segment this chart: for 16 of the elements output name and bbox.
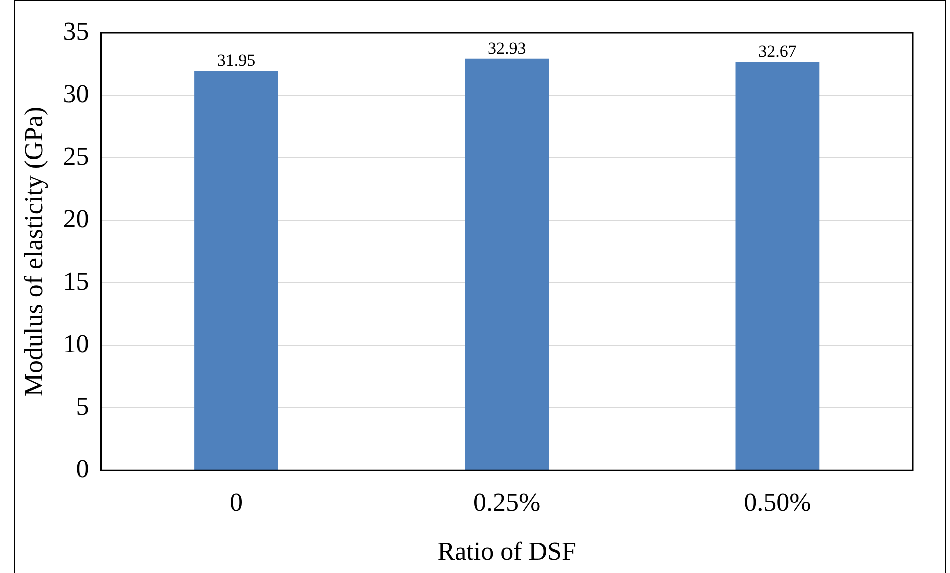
x-axis-title: Ratio of DSF (438, 537, 576, 566)
y-tick-label: 30 (63, 79, 90, 108)
x-tick-label: 0.25% (474, 488, 541, 518)
y-axis-title: Modulus of elasticity (GPa) (19, 107, 48, 397)
x-tick-label: 0 (230, 488, 243, 518)
data-label: 32.93 (488, 38, 526, 58)
y-tick-label: 20 (63, 204, 90, 234)
y-tick-label: 10 (63, 329, 90, 358)
y-tick-label: 5 (76, 392, 90, 421)
y-tick-label: 0 (76, 454, 90, 484)
data-label: 32.67 (758, 42, 798, 62)
x-tick-label: 0.50% (744, 488, 812, 518)
y-tick-label: 25 (63, 142, 90, 171)
y-tick-label: 15 (63, 266, 90, 296)
data-label: 31.95 (217, 51, 256, 70)
y-tick-label: 35 (63, 16, 90, 46)
